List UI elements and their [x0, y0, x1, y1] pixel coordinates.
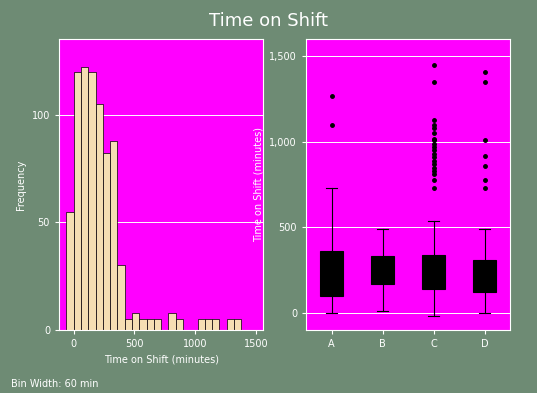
Bar [88, 72, 96, 330]
Bar [176, 320, 183, 330]
Text: Bin Width: 60 min: Bin Width: 60 min [11, 379, 98, 389]
Bar [74, 72, 81, 330]
Bar [103, 154, 110, 330]
Y-axis label: Frequency: Frequency [16, 160, 26, 210]
PathPatch shape [371, 256, 394, 284]
Bar [110, 141, 118, 330]
Bar [132, 313, 139, 330]
Bar [234, 320, 241, 330]
PathPatch shape [473, 260, 496, 292]
Bar [96, 104, 103, 330]
Bar [81, 67, 88, 330]
Bar [147, 320, 154, 330]
Bar [198, 320, 205, 330]
Text: Time on Shift: Time on Shift [209, 12, 328, 30]
PathPatch shape [422, 255, 445, 289]
Bar [212, 320, 220, 330]
Bar [125, 320, 132, 330]
Bar [227, 320, 234, 330]
Bar [67, 212, 74, 330]
Bar [205, 320, 212, 330]
Bar [154, 320, 161, 330]
Y-axis label: Time on Shift (minutes): Time on Shift (minutes) [254, 127, 264, 242]
Bar [139, 320, 147, 330]
Bar [118, 266, 125, 330]
PathPatch shape [320, 251, 343, 296]
Bar [169, 313, 176, 330]
X-axis label: Time on Shift (minutes): Time on Shift (minutes) [104, 355, 219, 365]
